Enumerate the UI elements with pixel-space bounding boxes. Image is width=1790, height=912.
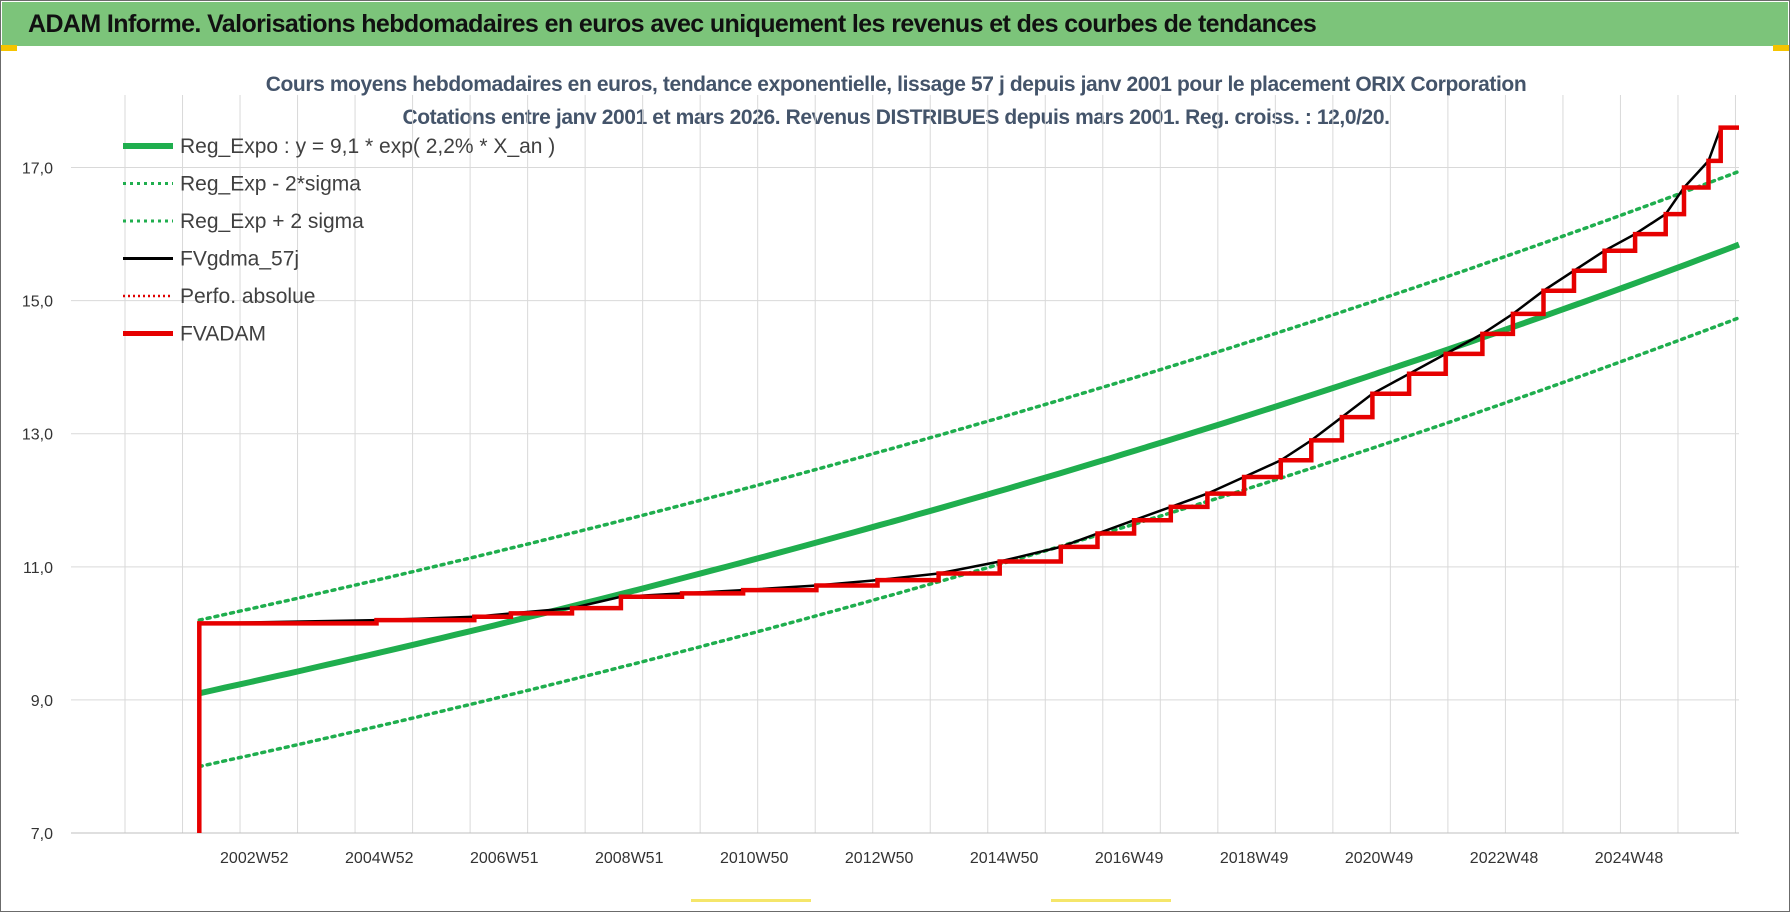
chart-subtitle: Cotations entre janv 2001 et mars 2026. … (402, 106, 1390, 129)
legend-label: Reg_Exp + 2 sigma (180, 210, 364, 233)
x-tick-label: 2022W48 (1470, 850, 1539, 867)
x-tick-label: 2006W51 (470, 850, 539, 867)
banner-title: ADAM Informe. Valorisations hebdomadaire… (28, 10, 1317, 38)
y-tick-label: 11,0 (23, 560, 53, 577)
chart-title: Cours moyens hebdomadaires en euros, ten… (265, 73, 1527, 96)
legend-label: FVADAM (180, 323, 266, 346)
legend-label: Reg_Exp - 2*sigma (180, 173, 361, 196)
corner-marker-left (1, 45, 17, 51)
y-tick-label: 17,0 (22, 161, 53, 178)
corner-marker-right (1773, 45, 1789, 51)
bottom-accent-bar (691, 899, 811, 902)
legend-label: Perfo. absolue (180, 285, 315, 308)
chart-area: Cours moyens hebdomadaires en euros, ten… (1, 47, 1789, 911)
banner: ADAM Informe. Valorisations hebdomadaire… (2, 2, 1788, 46)
x-tick-label: 2004W52 (345, 850, 414, 867)
legend-label: Reg_Expo : y = 9,1 * exp( 2,2% * X_an ) (180, 135, 555, 158)
regression-curve (198, 241, 1741, 697)
x-tick-label: 2010W50 (720, 850, 789, 867)
legend-label: FVgdma_57j (180, 248, 299, 271)
y-tick-label: 13,0 (22, 427, 53, 444)
upper-band-curve (197, 169, 1741, 622)
x-tick-label: 2024W48 (1595, 850, 1664, 867)
y-tick-label: 7,0 (31, 826, 53, 843)
fvgdma-line (199, 126, 1739, 625)
fvadam-line (197, 125, 1739, 833)
y-tick-label: 9,0 (31, 693, 53, 710)
x-tick-label: 2020W49 (1345, 850, 1414, 867)
x-tick-label: 2012W50 (845, 850, 914, 867)
bottom-accent-bar (1051, 899, 1171, 902)
x-tick-label: 2008W51 (595, 850, 664, 867)
x-tick-label: 2018W49 (1220, 850, 1289, 867)
lower-band-curve (197, 316, 1741, 769)
x-tick-label: 2016W49 (1095, 850, 1164, 867)
y-tick-label: 15,0 (22, 294, 53, 311)
x-tick-label: 2014W50 (970, 850, 1039, 867)
x-tick-label: 2002W52 (220, 850, 289, 867)
